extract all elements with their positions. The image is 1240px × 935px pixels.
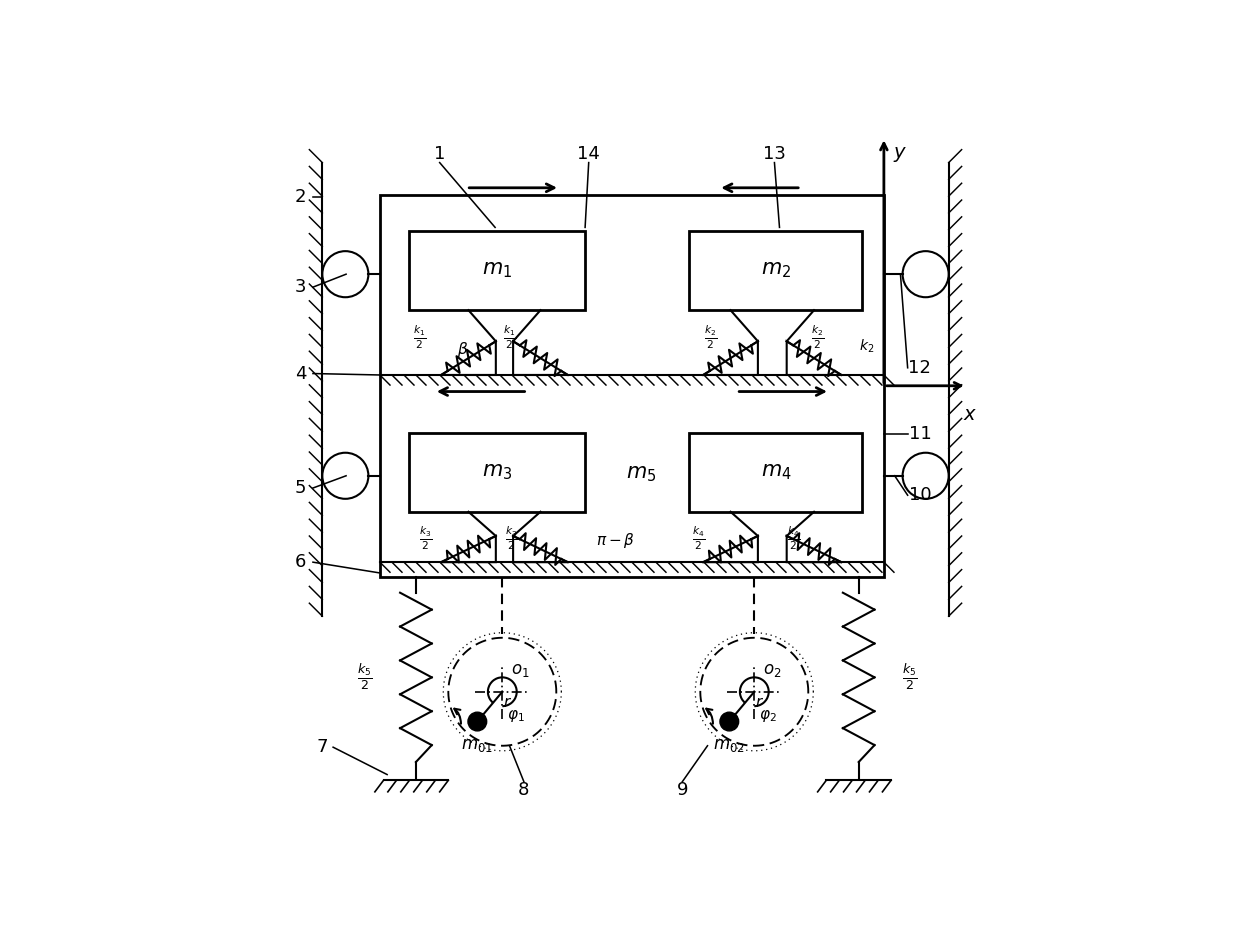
Text: $m_2$: $m_2$: [761, 261, 791, 280]
Text: $\frac{k_5}{2}$: $\frac{k_5}{2}$: [901, 662, 918, 693]
Bar: [689, 433, 862, 511]
Text: $\varphi_1$: $\varphi_1$: [507, 708, 525, 724]
Text: $m_{01}$: $m_{01}$: [461, 738, 494, 755]
Text: $o_2$: $o_2$: [763, 662, 781, 679]
Text: $m_5$: $m_5$: [626, 465, 656, 484]
Text: $\frac{k_3}{2}$: $\frac{k_3}{2}$: [419, 525, 432, 553]
Text: $k_2$: $k_2$: [858, 338, 874, 355]
Text: 9: 9: [677, 782, 688, 799]
Text: $\frac{k_4}{2}$: $\frac{k_4}{2}$: [787, 525, 801, 553]
Text: 3: 3: [295, 278, 306, 296]
Text: 14: 14: [578, 145, 600, 163]
Text: $\frac{k_2}{2}$: $\frac{k_2}{2}$: [704, 324, 717, 351]
Text: 6: 6: [295, 554, 306, 571]
Text: $\frac{k_2}{2}$: $\frac{k_2}{2}$: [811, 324, 825, 351]
Text: 8: 8: [518, 782, 529, 799]
Text: $r$: $r$: [755, 696, 764, 710]
Text: $\frac{k_4}{2}$: $\frac{k_4}{2}$: [692, 525, 706, 553]
Text: $m_{02}$: $m_{02}$: [713, 738, 745, 755]
Bar: [409, 231, 585, 310]
Text: 10: 10: [909, 486, 931, 504]
Text: 5: 5: [295, 479, 306, 497]
Text: $\varphi_2$: $\varphi_2$: [759, 708, 776, 724]
Text: $\frac{k_5}{2}$: $\frac{k_5}{2}$: [357, 662, 373, 693]
Bar: [689, 231, 862, 310]
Text: $m_3$: $m_3$: [481, 463, 512, 482]
Text: 1: 1: [434, 145, 445, 163]
Text: 13: 13: [763, 145, 786, 163]
Text: 11: 11: [909, 425, 931, 443]
Bar: [379, 195, 884, 577]
Text: $\frac{k_3}{2}$: $\frac{k_3}{2}$: [505, 525, 518, 553]
Circle shape: [467, 712, 486, 731]
Text: $\pi - \beta$: $\pi - \beta$: [596, 531, 635, 550]
Text: $y$: $y$: [893, 145, 906, 164]
Text: 12: 12: [909, 359, 931, 377]
Text: 2: 2: [295, 188, 306, 206]
Text: $r$: $r$: [502, 696, 512, 710]
Text: $m_4$: $m_4$: [760, 463, 791, 482]
Text: $\frac{k_1}{2}$: $\frac{k_1}{2}$: [503, 324, 516, 351]
Bar: [409, 433, 585, 511]
Text: $m_1$: $m_1$: [482, 261, 512, 280]
Circle shape: [720, 712, 739, 731]
Text: $o_1$: $o_1$: [511, 662, 529, 679]
Text: $x$: $x$: [963, 406, 977, 424]
Text: 7: 7: [316, 739, 329, 756]
Text: $\beta$: $\beta$: [458, 339, 469, 358]
Text: $\frac{k_1}{2}$: $\frac{k_1}{2}$: [413, 324, 427, 351]
Text: 4: 4: [295, 365, 306, 382]
